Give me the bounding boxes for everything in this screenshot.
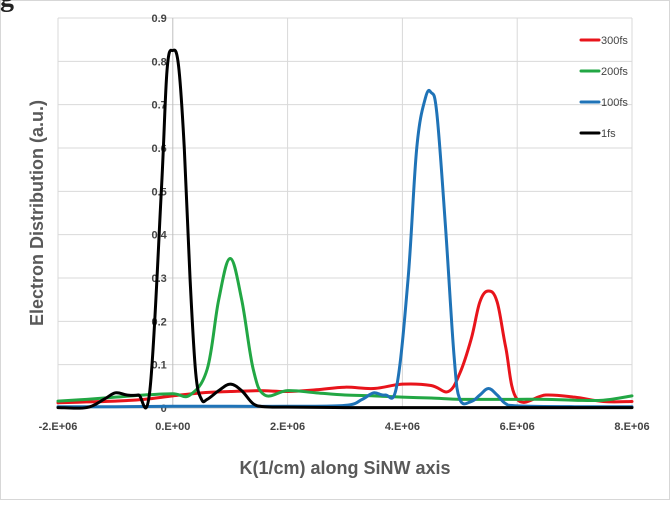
x-tick-label: 4.E+06 [385,421,420,433]
top-edge-text-fragment: g [0,0,14,12]
y-tick-label: 0.8 [152,56,167,68]
grid-lines [57,17,633,408]
x-tick-label: 2.E+06 [270,421,305,433]
x-tick-label: 8.E+06 [614,421,649,433]
x-tick-labels: -2.E+06 0.E+00 2.E+06 4.E+06 6.E+06 8.E+06 [39,421,650,433]
series-lines [56,48,634,410]
x-axis-title: K(1/cm) along SiNW axis [239,458,450,478]
x-tick-label: 0.E+00 [155,421,190,433]
x-tick-label: -2.E+06 [39,421,78,433]
y-tick-label: 0.7 [152,100,167,112]
series-line-200fs [56,257,634,403]
legend-label: 100fs [601,97,628,109]
y-tick-label: 0.1 [152,360,167,372]
series-line-1fs [56,48,634,410]
y-tick-label: 0.9 [152,13,167,25]
series-line-300fs [56,289,634,405]
legend-label: 1fs [601,128,616,140]
x-tick-label: 6.E+06 [500,421,535,433]
y-tick-label: 0.5 [152,186,167,198]
legend-label: 300fs [601,35,628,47]
y-tick-label: 0 [161,403,167,415]
legend-label: 200fs [601,66,628,78]
y-axis-title: Electron Distribution (a.u.) [27,100,47,326]
legend: 300fs 200fs 100fs 1fs [579,35,628,140]
y-tick-label: 0.3 [152,273,167,285]
